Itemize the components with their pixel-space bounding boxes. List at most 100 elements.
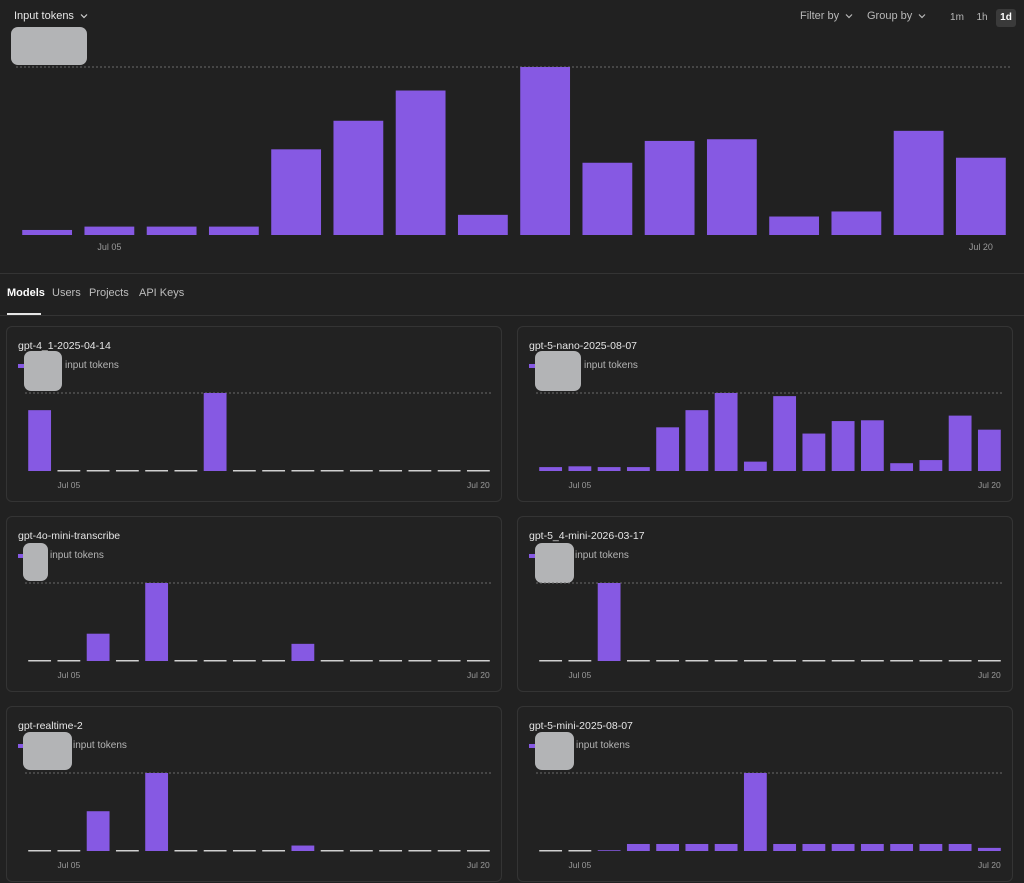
chart-bar[interactable] xyxy=(22,229,73,235)
chart-bar[interactable] xyxy=(84,226,135,235)
chart-bar-zero[interactable] xyxy=(379,660,403,662)
tab-models[interactable]: Models xyxy=(7,287,45,299)
chart-bar-zero[interactable] xyxy=(262,470,286,472)
chart-bar-zero[interactable] xyxy=(919,660,943,662)
chart-bar-zero[interactable] xyxy=(174,850,198,852)
chart-bar-zero[interactable] xyxy=(232,470,256,472)
chart-bar-zero[interactable] xyxy=(539,850,563,852)
chart-bar-zero[interactable] xyxy=(349,850,373,852)
chart-bar-zero[interactable] xyxy=(466,470,490,472)
filter-by-button[interactable]: Filter by xyxy=(800,10,854,22)
chart-bar-zero[interactable] xyxy=(57,850,81,852)
chart-bar-zero[interactable] xyxy=(349,470,373,472)
chart-bar-zero[interactable] xyxy=(802,660,826,662)
chart-bar-zero[interactable] xyxy=(743,660,767,662)
chart-bar-zero[interactable] xyxy=(349,660,373,662)
chart-bar[interactable] xyxy=(831,843,855,851)
metric-dropdown[interactable]: Input tokens xyxy=(14,10,89,22)
chart-bar-zero[interactable] xyxy=(57,470,81,472)
chart-bar-zero[interactable] xyxy=(466,850,490,852)
chart-bar-zero[interactable] xyxy=(860,660,884,662)
chart-bar-zero[interactable] xyxy=(773,660,797,662)
chart-bar[interactable] xyxy=(890,463,914,471)
chart-bar-zero[interactable] xyxy=(232,660,256,662)
tab-users[interactable]: Users xyxy=(52,287,81,299)
chart-bar[interactable] xyxy=(86,633,110,661)
chart-bar[interactable] xyxy=(743,773,767,851)
period-1h-button[interactable]: 1h xyxy=(976,12,988,23)
chart-bar[interactable] xyxy=(743,461,767,471)
chart-bar[interactable] xyxy=(919,460,943,471)
chart-bar-zero[interactable] xyxy=(57,660,81,662)
chart-bar-zero[interactable] xyxy=(948,660,972,662)
chart-bar[interactable] xyxy=(582,162,633,235)
chart-bar-zero[interactable] xyxy=(86,470,110,472)
chart-bar[interactable] xyxy=(656,427,680,471)
chart-bar[interactable] xyxy=(208,226,259,235)
chart-bar-zero[interactable] xyxy=(262,660,286,662)
chart-bar-zero[interactable] xyxy=(408,850,432,852)
chart-bar-zero[interactable] xyxy=(379,850,403,852)
chart-bar[interactable] xyxy=(893,130,944,235)
chart-bar[interactable] xyxy=(769,216,820,235)
chart-bar-zero[interactable] xyxy=(466,660,490,662)
chart-bar-zero[interactable] xyxy=(145,470,169,472)
chart-bar-zero[interactable] xyxy=(568,660,592,662)
chart-bar-zero[interactable] xyxy=(437,470,461,472)
chart-bar[interactable] xyxy=(597,583,621,661)
chart-bar[interactable] xyxy=(860,420,884,471)
chart-bar[interactable] xyxy=(86,811,110,851)
chart-bar-zero[interactable] xyxy=(408,660,432,662)
chart-bar[interactable] xyxy=(890,843,914,851)
chart-bar[interactable] xyxy=(977,429,1001,471)
chart-bar[interactable] xyxy=(291,643,315,661)
chart-bar[interactable] xyxy=(860,843,884,851)
tab-projects[interactable]: Projects xyxy=(89,287,129,299)
chart-bar[interactable] xyxy=(146,226,197,235)
chart-bar[interactable] xyxy=(773,396,797,471)
chart-bar-zero[interactable] xyxy=(437,850,461,852)
chart-bar-zero[interactable] xyxy=(977,660,1001,662)
chart-bar-zero[interactable] xyxy=(831,660,855,662)
chart-bar[interactable] xyxy=(395,90,446,236)
period-1m-button[interactable]: 1m xyxy=(950,12,964,23)
chart-bar[interactable] xyxy=(977,847,1001,851)
chart-bar-zero[interactable] xyxy=(685,660,709,662)
group-by-button[interactable]: Group by xyxy=(867,10,927,22)
chart-bar-zero[interactable] xyxy=(28,660,52,662)
chart-bar-zero[interactable] xyxy=(539,660,563,662)
chart-bar[interactable] xyxy=(685,410,709,471)
period-1d-button[interactable]: 1d xyxy=(996,9,1016,27)
chart-bar-zero[interactable] xyxy=(437,660,461,662)
chart-bar[interactable] xyxy=(28,410,52,471)
chart-bar[interactable] xyxy=(626,467,650,471)
chart-bar[interactable] xyxy=(802,843,826,851)
chart-bar-zero[interactable] xyxy=(203,660,227,662)
chart-bar-zero[interactable] xyxy=(203,850,227,852)
chart-bar[interactable] xyxy=(597,850,621,851)
chart-bar-zero[interactable] xyxy=(174,470,198,472)
chart-bar[interactable] xyxy=(539,467,563,471)
chart-bar[interactable] xyxy=(145,773,169,851)
chart-bar[interactable] xyxy=(685,843,709,851)
chart-bar[interactable] xyxy=(568,466,592,471)
chart-bar[interactable] xyxy=(656,843,680,851)
chart-bar-zero[interactable] xyxy=(626,660,650,662)
chart-bar[interactable] xyxy=(919,843,943,851)
chart-bar[interactable] xyxy=(145,583,169,661)
chart-bar-zero[interactable] xyxy=(174,660,198,662)
chart-bar[interactable] xyxy=(948,843,972,851)
chart-bar[interactable] xyxy=(706,139,757,235)
chart-bar[interactable] xyxy=(626,843,650,851)
chart-bar[interactable] xyxy=(714,393,738,471)
chart-bar[interactable] xyxy=(831,211,882,235)
chart-bar[interactable] xyxy=(457,214,508,235)
chart-bar[interactable] xyxy=(955,157,1006,235)
chart-bar[interactable] xyxy=(714,843,738,851)
chart-bar-zero[interactable] xyxy=(320,850,344,852)
chart-bar-zero[interactable] xyxy=(262,850,286,852)
chart-bar-zero[interactable] xyxy=(568,850,592,852)
chart-bar[interactable] xyxy=(291,845,315,851)
chart-bar[interactable] xyxy=(773,843,797,851)
chart-bar-zero[interactable] xyxy=(291,470,315,472)
